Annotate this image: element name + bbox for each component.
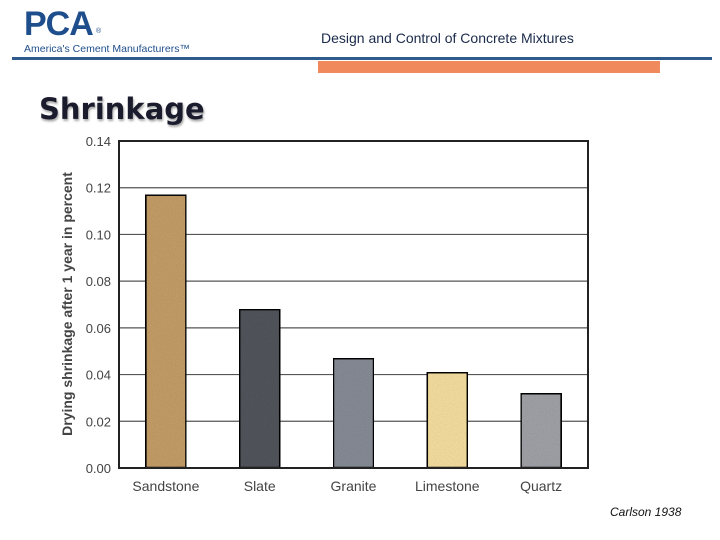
bar-granite (331, 356, 376, 470)
y-tick-label: 0.06 (86, 321, 111, 336)
header-divider (12, 57, 712, 60)
y-axis-label: Drying shrinkage after 1 year in percent (59, 172, 75, 436)
logo-registered-mark: ® (96, 28, 102, 35)
x-category-label: Limestone (415, 478, 480, 494)
slide-title: Shrinkage (39, 92, 205, 126)
logo-wordmark: PCA (24, 5, 94, 43)
header-accent-bar (318, 61, 660, 73)
y-tick-label: 0.00 (86, 461, 111, 476)
pca-logo: PCA ® America's Cement Manufacturers™ (22, 6, 202, 58)
plot-frame (118, 140, 589, 469)
bar-sandstone (144, 193, 188, 470)
source-citation: Carlson 1938 (610, 505, 682, 519)
logo-subtitle: America's Cement Manufacturers™ (24, 43, 190, 55)
x-category-label: Slate (244, 478, 276, 494)
x-category-label: Quartz (520, 478, 562, 494)
bar-slate (237, 307, 282, 470)
y-tick-label: 0.08 (86, 274, 111, 289)
bar-quartz (519, 392, 563, 470)
x-category-label: Sandstone (132, 478, 199, 494)
y-tick-label: 0.04 (86, 368, 111, 383)
y-tick-label: 0.14 (86, 134, 111, 149)
y-tick-label: 0.10 (86, 227, 111, 242)
x-category-label: Granite (331, 478, 377, 494)
y-tick-label: 0.12 (86, 181, 111, 196)
presentation-title: Design and Control of Concrete Mixtures (321, 30, 574, 46)
bar-limestone (425, 370, 470, 470)
y-tick-label: 0.02 (86, 414, 111, 429)
